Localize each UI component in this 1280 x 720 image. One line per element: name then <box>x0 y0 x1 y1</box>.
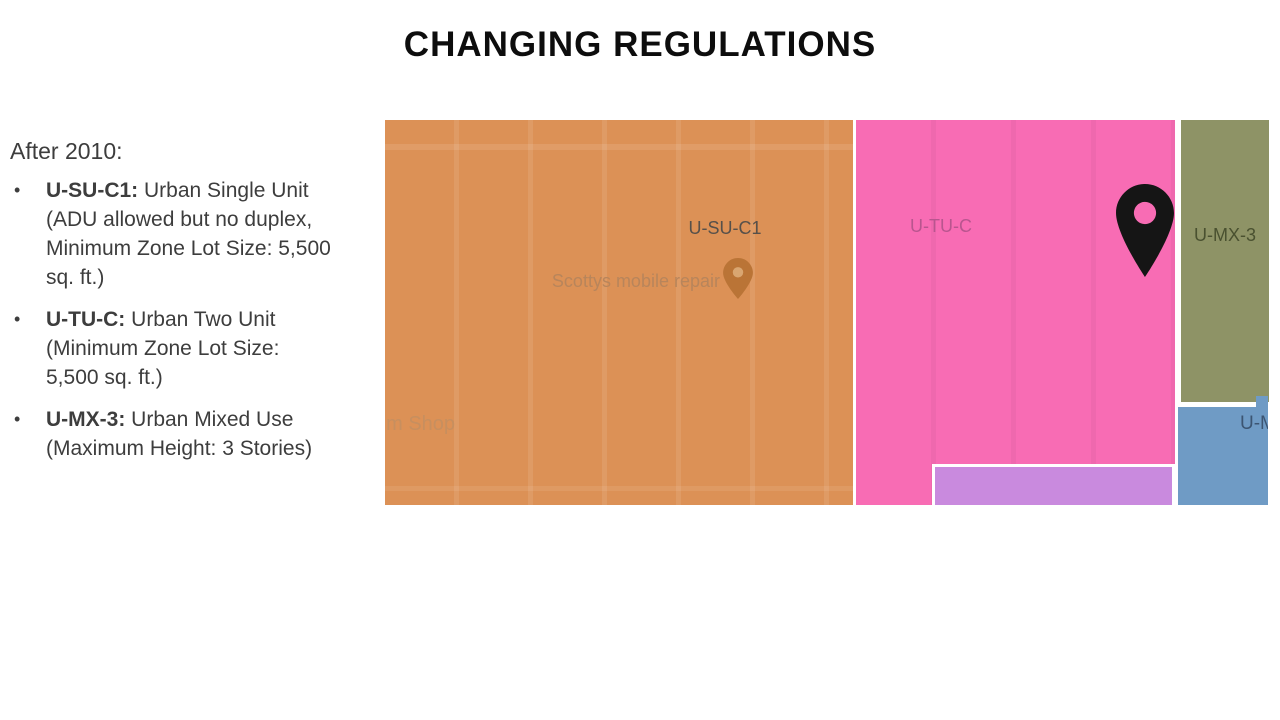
bullet-u-mx-3: U-MX-3: Urban Mixed Use (Maximum Height:… <box>10 405 340 463</box>
bullet-label: U-TU-C: <box>46 308 126 331</box>
zone-blue-tab <box>1256 396 1268 410</box>
zone-purple <box>932 464 1175 505</box>
zone-label-u-tu-c: U-TU-C <box>910 216 972 236</box>
zone-label-u-mx-3: U-MX-3 <box>1194 225 1256 245</box>
poi-pin-body <box>723 258 753 299</box>
zone-label-u-m: U-M <box>1240 413 1268 434</box>
bullet-text: Urban Mixed Use (Maximum Height: 3 Stori… <box>46 408 313 460</box>
bullet-label: U-SU-C1: <box>46 179 139 202</box>
zone-u-mx-3 <box>1181 120 1269 402</box>
bullet-u-tu-c: U-TU-C: Urban Two Unit (Minimum Zone Lot… <box>10 305 340 392</box>
zone-u-su-c1 <box>385 120 853 505</box>
regulations-bullet-list: U-SU-C1: Urban Single Unit (ADU allowed … <box>10 176 340 463</box>
zoning-map: U-M U-SU-C1 U-TU-C U-MX-3 Scottys mobile… <box>385 120 1280 505</box>
regulations-panel: After 2010: U-SU-C1: Urban Single Unit (… <box>10 136 368 476</box>
zone-u-m-blue: U-M <box>1178 407 1268 505</box>
zone-label-u-su-c1: U-SU-C1 <box>688 218 762 238</box>
poi-label-scottys: Scottys mobile repair <box>551 271 720 291</box>
bullet-text: Urban Single Unit (ADU allowed but no du… <box>46 179 331 289</box>
bullet-text: Urban Two Unit (Minimum Zone Lot Size: 5… <box>46 308 280 389</box>
poi-pin-hole <box>732 267 744 278</box>
edge-label-shop: um Shop <box>385 413 456 435</box>
slide-title: CHANGING REGULATIONS <box>403 25 877 64</box>
location-pin-icon <box>1116 184 1174 277</box>
panel-heading: After 2010: <box>10 138 123 164</box>
bullet-label: U-MX-3: <box>46 408 126 431</box>
location-pin-body <box>1116 184 1174 277</box>
bullet-u-su-c1: U-SU-C1: Urban Single Unit (ADU allowed … <box>10 176 340 292</box>
zone-u-tu-c <box>856 120 1175 505</box>
poi-pin-icon <box>723 258 753 299</box>
